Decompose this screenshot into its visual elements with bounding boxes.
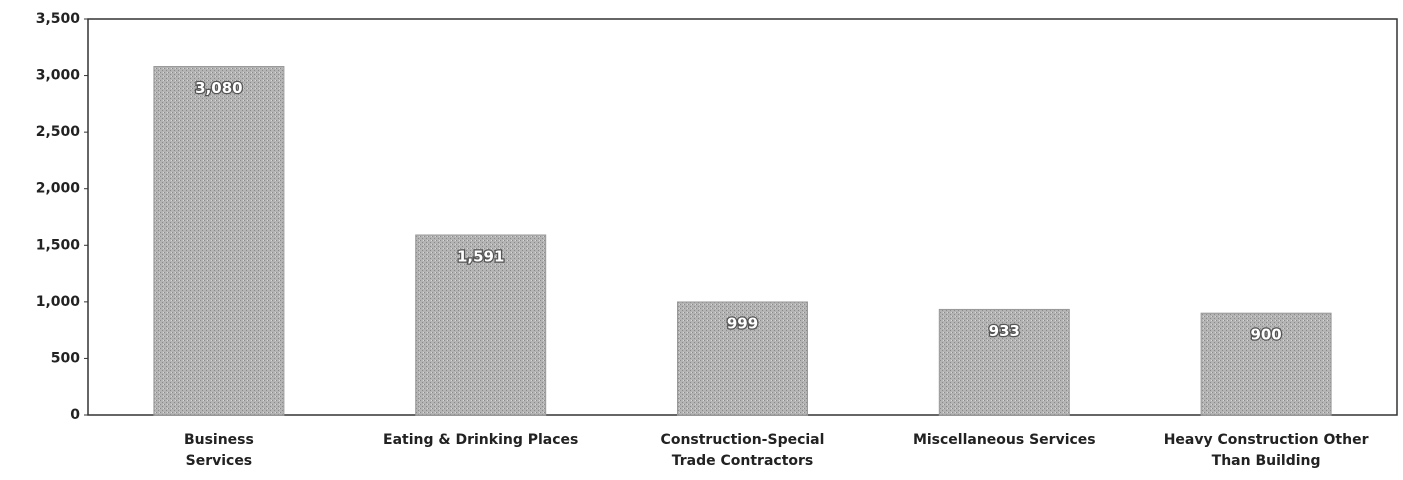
value-label: 933 [989, 322, 1020, 340]
bar [938, 308, 1070, 416]
x-tick-label: Construction-Special Trade Contractors [660, 432, 825, 469]
bar [677, 301, 808, 416]
x-tick-label: Eating & Drinking Places [383, 432, 579, 448]
y-tick-label: 3,500 [36, 11, 81, 27]
value-label: 999 [727, 314, 758, 332]
y-tick-label: 0 [70, 407, 80, 423]
bar [415, 234, 547, 416]
value-label: 1,591 [457, 247, 504, 265]
x-tick-label: Business Services [183, 432, 254, 469]
bar [1200, 312, 1332, 416]
value-label: 3,080 [195, 79, 242, 97]
y-tick-label: 1,000 [36, 294, 81, 310]
value-label: 900 [1250, 326, 1281, 344]
y-tick-label: 2,000 [36, 181, 81, 197]
x-tick-label: Heavy Construction Other Than Building [1163, 432, 1369, 469]
y-tick-label: 3,000 [36, 68, 81, 84]
y-tick-label: 500 [51, 350, 80, 366]
bar [153, 66, 285, 416]
y-tick-label: 2,500 [36, 124, 81, 140]
x-tick-label: Miscellaneous Services [912, 432, 1096, 448]
y-tick-label: 1,500 [36, 237, 81, 253]
